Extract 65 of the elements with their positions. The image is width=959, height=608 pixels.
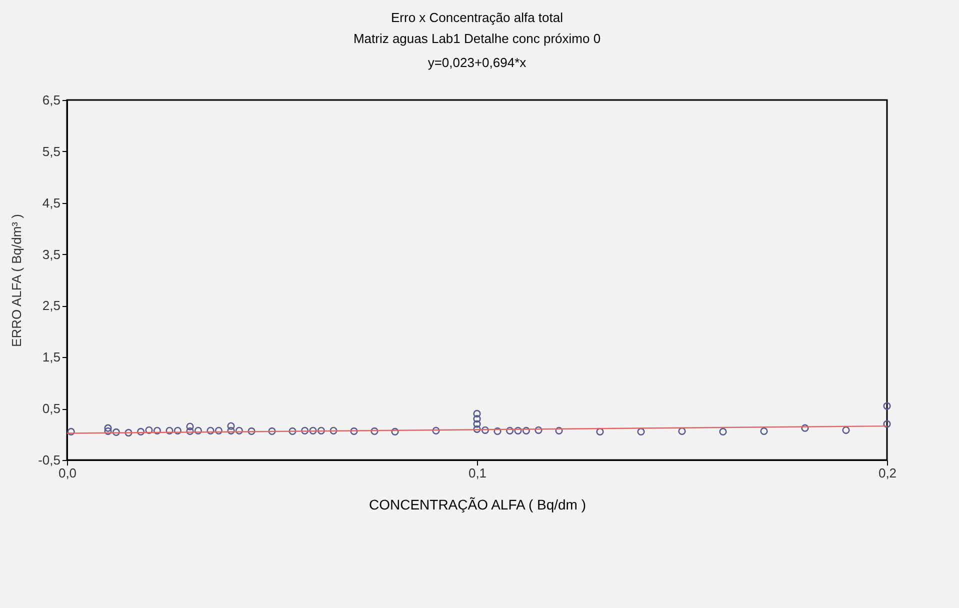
chart-title: Erro x Concentração alfa total <box>391 10 564 25</box>
point <box>330 426 338 434</box>
y-tick-label: -0,5 <box>38 452 60 468</box>
point <box>678 427 686 436</box>
point <box>174 426 182 434</box>
point <box>153 426 162 434</box>
point <box>300 426 309 434</box>
y-tick-label: 6,5 <box>42 92 60 108</box>
point <box>350 427 358 436</box>
point <box>842 426 850 434</box>
point <box>67 428 75 436</box>
point <box>268 427 276 436</box>
point <box>534 426 542 434</box>
point <box>719 428 727 436</box>
point <box>494 427 502 436</box>
y-axis-title: ERRO ALFA ( Bq/dm³ ) <box>9 214 24 347</box>
point <box>194 426 202 434</box>
y-tick-label: 0,5 <box>42 401 60 416</box>
point <box>432 426 440 434</box>
y-tick-label: 3,5 <box>42 246 60 262</box>
chart-subtitle: Matriz aguas Lab1 Detalhe conc próximo 0 <box>353 31 601 46</box>
point <box>473 420 481 428</box>
point <box>596 428 604 436</box>
point <box>235 426 244 434</box>
point <box>248 427 256 436</box>
point <box>309 426 317 434</box>
point <box>555 426 563 434</box>
point <box>391 428 399 436</box>
point <box>145 426 153 434</box>
point <box>186 427 194 436</box>
point <box>473 425 481 433</box>
y-tick-label: 5,5 <box>42 144 60 159</box>
point <box>473 410 481 418</box>
point <box>637 428 645 436</box>
point <box>104 424 112 432</box>
point <box>883 420 891 428</box>
point <box>760 427 768 436</box>
point <box>214 426 223 434</box>
point <box>227 426 235 434</box>
point <box>317 426 326 434</box>
point <box>166 426 174 434</box>
x-tick-label: 0,1 <box>468 466 487 480</box>
point <box>112 428 120 436</box>
x-tick-label: 0,2 <box>878 466 897 480</box>
point <box>481 426 490 434</box>
x-tick-label: 0,0 <box>58 466 77 480</box>
point <box>288 427 296 436</box>
point <box>506 426 514 434</box>
point <box>370 427 378 436</box>
point <box>801 424 809 432</box>
point <box>104 427 112 436</box>
y-tick-label: 4,5 <box>42 195 60 210</box>
point <box>514 426 522 434</box>
y-tick-label: 1,5 <box>42 350 60 365</box>
y-tick-label: 2,5 <box>42 298 60 314</box>
point <box>227 422 235 430</box>
point <box>136 428 145 436</box>
point <box>883 402 891 410</box>
point <box>124 428 132 437</box>
point <box>206 426 214 434</box>
x-axis-title: CONCENTRAÇÃO ALFA ( Bq/dm ) <box>368 496 586 512</box>
point <box>522 426 530 434</box>
point <box>186 422 194 430</box>
text: y=0,023+0,694*x <box>428 55 527 70</box>
point <box>473 415 481 423</box>
